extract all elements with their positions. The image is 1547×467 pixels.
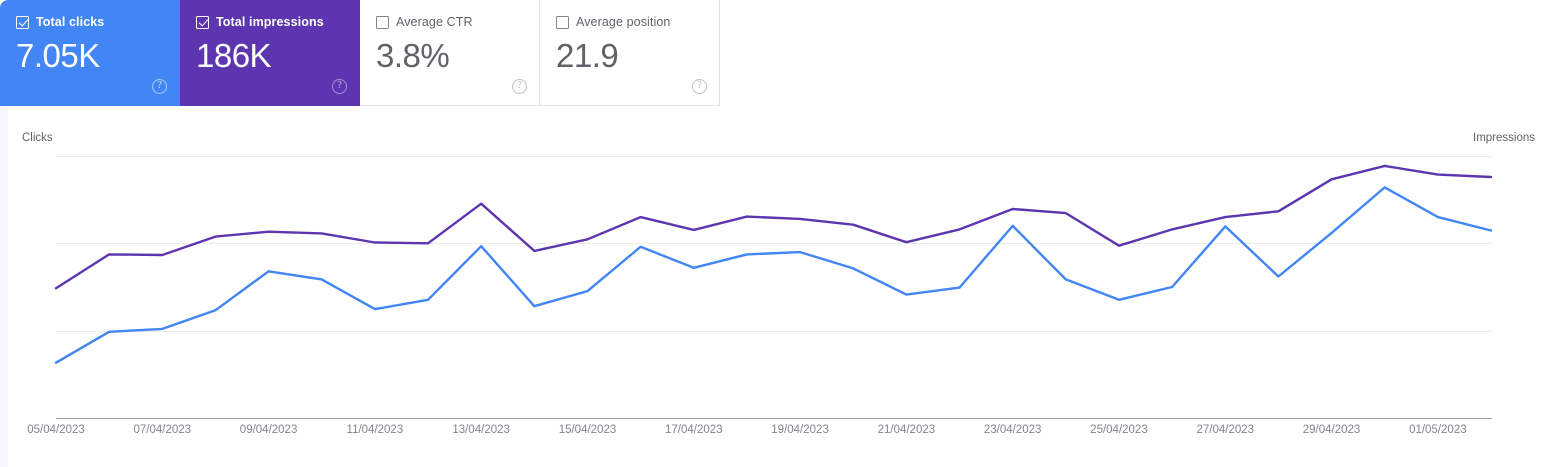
x-axis-tick-label: 15/04/2023 [558,424,617,436]
x-axis-tick-label: 23/04/2023 [983,424,1042,436]
left-axis-title: Clicks [22,132,53,144]
gridline [56,418,1492,419]
metric-tile-value: 3.8% [376,37,450,74]
help-icon[interactable]: ? [332,79,347,94]
x-axis-tick-label: 09/04/2023 [239,424,298,436]
series-line-clicks [54,186,1493,364]
metric-tile-label: Average CTR [396,15,473,29]
x-axis-tick-label: 25/04/2023 [1090,424,1148,436]
x-axis-tick-label: 21/04/2023 [877,424,936,436]
gridline [56,330,1492,332]
metric-tile-label: Average position [576,15,671,29]
x-axis-tick-label: 29/04/2023 [1302,424,1361,436]
chart-plot-area: 4509K3006K1503K00 [56,106,1492,467]
x-axis-tick-label: 11/04/2023 [346,424,404,436]
x-axis-tick-label: 19/04/2023 [771,424,829,436]
metric-tile-average-ctr[interactable]: Average CTR 3.8%? [360,0,540,106]
metric-tile-header: Total clicks [16,14,163,30]
metric-tile-value: 186K [196,37,272,74]
metric-tile-label: Total impressions [216,15,324,29]
help-icon[interactable]: ? [512,79,527,94]
metric-tile-header: Average CTR [376,14,523,30]
performance-chart: Clicks Impressions 4509K3006K1503K00 05/… [0,106,1547,467]
right-axis-title: Impressions [1473,132,1535,144]
series-line-impressions [54,164,1493,290]
metric-tile-label: Total clicks [36,15,105,29]
checkbox-total-clicks[interactable] [16,15,29,29]
help-icon[interactable]: ? [692,79,707,94]
checkbox-total-impressions[interactable] [196,15,209,29]
metric-tile-total-impressions[interactable]: Total impressions 186K? [180,0,360,106]
page-left-edge-strip [0,0,8,467]
x-axis-tick-label: 07/04/2023 [133,424,192,436]
x-axis-tick-label: 27/04/2023 [1196,424,1255,436]
chart-series-svg [54,164,1493,364]
metric-tiles: Total clicks 7.05K? Total impressions 186K?… [0,0,720,106]
x-axis-tick-label: 01/05/2023 [1409,424,1467,436]
metric-tile-total-clicks[interactable]: Total clicks 7.05K? [0,0,180,106]
metric-tile-header: Average position [556,14,703,30]
x-axis-tick-label: 17/04/2023 [664,424,723,436]
x-axis-tick-label: 05/04/2023 [27,424,85,436]
metric-tile-header: Total impressions [196,14,343,30]
metric-tile-value: 21.9 [556,37,619,74]
x-axis-labels: 05/04/2023 07/04/2023 09/04/2023 11/04/2023… [0,424,1547,452]
checkbox-average-ctr[interactable] [376,15,389,29]
metric-tile-average-position[interactable]: Average position 21.9? [540,0,720,106]
gridline [56,243,1492,245]
metric-tile-value: 7.05K [16,37,100,74]
checkbox-average-position[interactable] [556,15,569,29]
x-axis-tick-label: 13/04/2023 [452,424,510,436]
gridline [56,156,1492,157]
help-icon[interactable]: ? [152,79,167,94]
